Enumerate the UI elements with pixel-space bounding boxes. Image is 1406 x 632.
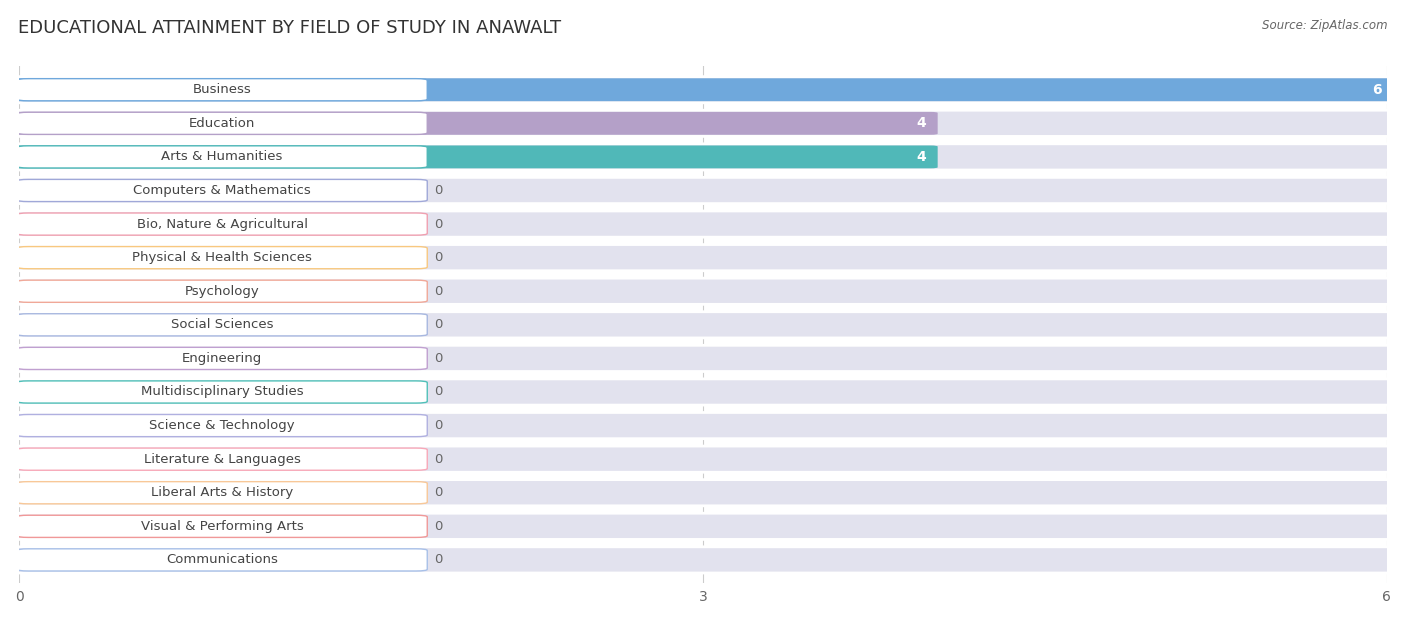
FancyBboxPatch shape bbox=[13, 110, 1393, 137]
Text: Multidisciplinary Studies: Multidisciplinary Studies bbox=[141, 386, 304, 399]
Text: 0: 0 bbox=[434, 285, 443, 298]
FancyBboxPatch shape bbox=[13, 345, 1393, 372]
Text: Education: Education bbox=[188, 117, 256, 130]
Text: 4: 4 bbox=[917, 116, 927, 130]
FancyBboxPatch shape bbox=[17, 313, 427, 336]
Text: 0: 0 bbox=[434, 419, 443, 432]
FancyBboxPatch shape bbox=[17, 246, 427, 269]
FancyBboxPatch shape bbox=[17, 549, 427, 571]
FancyBboxPatch shape bbox=[17, 78, 427, 101]
FancyBboxPatch shape bbox=[17, 112, 427, 135]
FancyBboxPatch shape bbox=[17, 415, 427, 437]
Text: 0: 0 bbox=[434, 486, 443, 499]
Text: 0: 0 bbox=[434, 386, 443, 399]
FancyBboxPatch shape bbox=[13, 413, 1393, 439]
Text: Bio, Nature & Agricultural: Bio, Nature & Agricultural bbox=[136, 217, 308, 231]
FancyBboxPatch shape bbox=[13, 513, 1393, 540]
Text: 0: 0 bbox=[434, 319, 443, 331]
FancyBboxPatch shape bbox=[17, 515, 427, 537]
Text: EDUCATIONAL ATTAINMENT BY FIELD OF STUDY IN ANAWALT: EDUCATIONAL ATTAINMENT BY FIELD OF STUDY… bbox=[18, 19, 561, 37]
FancyBboxPatch shape bbox=[13, 144, 1393, 170]
FancyBboxPatch shape bbox=[13, 245, 1393, 270]
FancyBboxPatch shape bbox=[13, 211, 1393, 237]
Text: 0: 0 bbox=[434, 184, 443, 197]
Text: Computers & Mathematics: Computers & Mathematics bbox=[134, 184, 311, 197]
Text: 0: 0 bbox=[434, 453, 443, 466]
FancyBboxPatch shape bbox=[13, 547, 1393, 573]
Text: 6: 6 bbox=[1372, 83, 1382, 97]
Text: Arts & Humanities: Arts & Humanities bbox=[162, 150, 283, 164]
FancyBboxPatch shape bbox=[13, 145, 938, 168]
FancyBboxPatch shape bbox=[17, 482, 427, 504]
FancyBboxPatch shape bbox=[17, 381, 427, 403]
FancyBboxPatch shape bbox=[17, 146, 427, 168]
FancyBboxPatch shape bbox=[13, 312, 1393, 338]
FancyBboxPatch shape bbox=[13, 78, 1393, 101]
Text: 0: 0 bbox=[434, 520, 443, 533]
FancyBboxPatch shape bbox=[13, 446, 1393, 472]
FancyBboxPatch shape bbox=[17, 348, 427, 370]
Text: 4: 4 bbox=[917, 150, 927, 164]
FancyBboxPatch shape bbox=[13, 178, 1393, 204]
Text: 0: 0 bbox=[434, 251, 443, 264]
FancyBboxPatch shape bbox=[13, 480, 1393, 506]
FancyBboxPatch shape bbox=[17, 280, 427, 302]
FancyBboxPatch shape bbox=[13, 278, 1393, 305]
Text: Social Sciences: Social Sciences bbox=[172, 319, 273, 331]
Text: Physical & Health Sciences: Physical & Health Sciences bbox=[132, 251, 312, 264]
Text: Business: Business bbox=[193, 83, 252, 96]
FancyBboxPatch shape bbox=[17, 448, 427, 470]
FancyBboxPatch shape bbox=[17, 213, 427, 235]
Text: Science & Technology: Science & Technology bbox=[149, 419, 295, 432]
Text: Visual & Performing Arts: Visual & Performing Arts bbox=[141, 520, 304, 533]
Text: Communications: Communications bbox=[166, 554, 278, 566]
Text: 0: 0 bbox=[434, 554, 443, 566]
Text: Source: ZipAtlas.com: Source: ZipAtlas.com bbox=[1263, 19, 1388, 32]
Text: Liberal Arts & History: Liberal Arts & History bbox=[150, 486, 294, 499]
Text: Psychology: Psychology bbox=[184, 285, 260, 298]
FancyBboxPatch shape bbox=[13, 76, 1393, 103]
Text: Literature & Languages: Literature & Languages bbox=[143, 453, 301, 466]
Text: Engineering: Engineering bbox=[181, 352, 263, 365]
Text: 0: 0 bbox=[434, 217, 443, 231]
FancyBboxPatch shape bbox=[17, 179, 427, 202]
FancyBboxPatch shape bbox=[13, 112, 938, 135]
FancyBboxPatch shape bbox=[13, 379, 1393, 405]
Text: 0: 0 bbox=[434, 352, 443, 365]
